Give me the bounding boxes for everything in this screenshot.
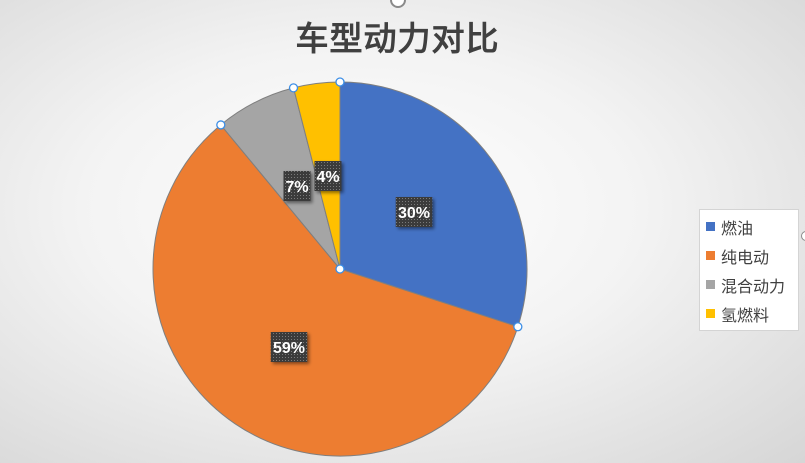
data-label-electric[interactable]: 59% xyxy=(270,332,308,362)
legend-label-hydrogen: 氢燃料 xyxy=(721,305,770,325)
data-label-text-hydrogen: 4% xyxy=(316,169,339,186)
data-label-text-gasoline: 30% xyxy=(398,205,430,222)
legend-label-electric: 纯电动 xyxy=(721,247,770,267)
data-label-hydrogen[interactable]: 4% xyxy=(314,161,342,191)
legend-label-hybrid: 混合动力 xyxy=(721,276,786,296)
slice-handle-gasoline[interactable] xyxy=(335,77,345,87)
legend-swatch-hydrogen xyxy=(706,309,715,318)
slice-handle-electric[interactable] xyxy=(513,322,523,332)
legend-selection-handle[interactable] xyxy=(801,231,805,241)
data-label-text-electric: 59% xyxy=(273,340,305,357)
data-label-hybrid[interactable]: 7% xyxy=(283,171,311,201)
legend-item-hydrogen[interactable]: 氢燃料 xyxy=(706,299,798,328)
legend-swatch-electric xyxy=(706,251,715,260)
legend-swatch-gasoline xyxy=(706,222,715,231)
pie-slice-electric[interactable] xyxy=(152,124,519,457)
legend-label-gasoline: 燃油 xyxy=(721,218,754,238)
legend-item-electric[interactable]: 纯电动 xyxy=(706,241,798,270)
slice-handle-hydrogen[interactable] xyxy=(288,83,299,93)
chart-title: 车型动力对比 xyxy=(295,19,500,58)
pie-slice-gasoline[interactable] xyxy=(339,81,528,328)
data-label-gasoline[interactable]: 30% xyxy=(395,197,433,227)
slice-handle-center[interactable] xyxy=(335,264,345,274)
legend-item-gasoline[interactable]: 燃油 xyxy=(706,212,798,241)
slice-handle-hybrid[interactable] xyxy=(216,120,226,130)
legend-swatch-hybrid xyxy=(706,280,715,289)
legend-item-hybrid[interactable]: 混合动力 xyxy=(706,270,798,299)
data-label-text-hybrid: 7% xyxy=(285,179,308,196)
chart-legend[interactable]: 燃油 纯电动 混合动力 氢燃料 xyxy=(699,209,799,331)
